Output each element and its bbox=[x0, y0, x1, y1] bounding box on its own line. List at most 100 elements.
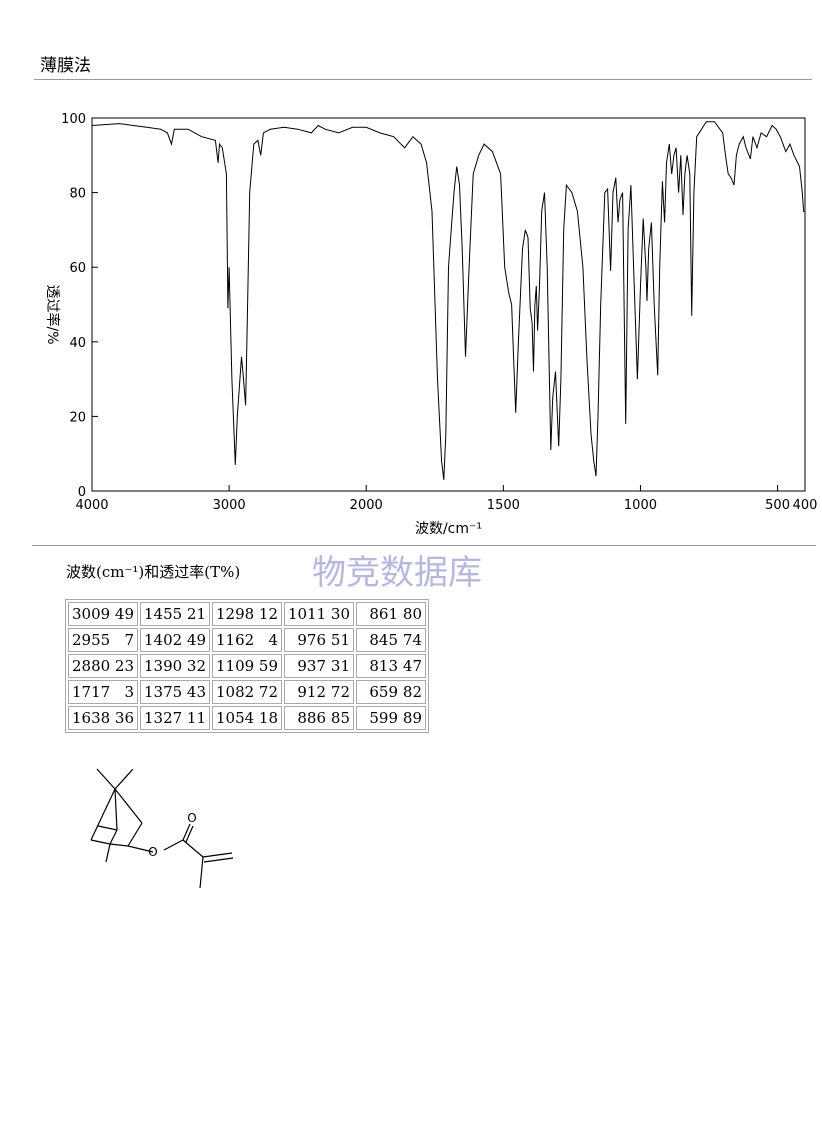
table-cell: 1082 72 bbox=[212, 680, 282, 704]
table-cell: 976 51 bbox=[284, 628, 354, 652]
table-cell: 1455 21 bbox=[140, 602, 210, 626]
table-row: 1717 3 1375 43 1082 72 912 72 659 82 bbox=[68, 680, 426, 704]
y-tick-label: 0 bbox=[78, 485, 86, 500]
structure: O O bbox=[90, 768, 234, 889]
wavenumber: 3009 bbox=[72, 605, 111, 623]
table-cell: 937 31 bbox=[284, 654, 354, 678]
table-cell: 1327 11 bbox=[140, 706, 210, 730]
transmittance: 31 bbox=[330, 657, 350, 675]
page-title: 薄膜法 bbox=[40, 56, 91, 76]
table-cell: 2880 23 bbox=[68, 654, 138, 678]
wavenumber: 912 bbox=[297, 683, 326, 701]
table-cell: 813 47 bbox=[356, 654, 426, 678]
rule bbox=[32, 545, 816, 546]
table-cell: 886 85 bbox=[284, 706, 354, 730]
transmittance: 32 bbox=[186, 657, 206, 675]
table-cell: 1298 12 bbox=[212, 602, 282, 626]
table-cell: 912 72 bbox=[284, 680, 354, 704]
transmittance: 82 bbox=[402, 683, 422, 701]
transmittance: 85 bbox=[330, 709, 350, 727]
table-cell: 659 82 bbox=[356, 680, 426, 704]
transmittance: 49 bbox=[186, 631, 206, 649]
x-tick-label: 2000 bbox=[350, 498, 383, 513]
plot-frame bbox=[91, 117, 806, 492]
table-cell: 845 74 bbox=[356, 628, 426, 652]
wavenumber: 1390 bbox=[144, 657, 183, 675]
atom-label: O bbox=[187, 811, 196, 825]
rule bbox=[34, 79, 812, 80]
transmittance: 21 bbox=[186, 605, 206, 623]
table-cell: 1390 32 bbox=[140, 654, 210, 678]
wavenumber: 813 bbox=[369, 657, 398, 675]
x-axis-label: 波数/cm⁻¹ bbox=[415, 521, 482, 537]
x-tick-label: 400 bbox=[793, 498, 818, 513]
wavenumber: 937 bbox=[297, 657, 326, 675]
wavenumber: 886 bbox=[297, 709, 326, 727]
table-cell: 1054 18 bbox=[212, 706, 282, 730]
transmittance: 51 bbox=[330, 631, 350, 649]
y-tick-label: 40 bbox=[69, 336, 86, 351]
table-row: 2955 7 1402 49 1162 4 976 51 845 74 bbox=[68, 628, 426, 652]
transmittance: 7 bbox=[124, 631, 134, 649]
table-row: 3009 49 1455 21 1298 12 1011 30 861 80 bbox=[68, 602, 426, 626]
spectrum-line bbox=[91, 121, 805, 480]
chart: 0 20 40 60 80 100 4000 3000 2000 1500 1000 500 400 波数… bbox=[44, 112, 818, 537]
wavenumber: 2955 bbox=[72, 631, 111, 649]
wavenumber: 845 bbox=[369, 631, 398, 649]
y-tick-label: 20 bbox=[69, 410, 86, 425]
wavenumber: 1298 bbox=[216, 605, 255, 623]
wavenumber: 1638 bbox=[72, 709, 111, 727]
wavenumber: 1082 bbox=[216, 683, 255, 701]
transmittance: 12 bbox=[258, 605, 278, 623]
transmittance: 3 bbox=[124, 683, 134, 701]
x-tick-label: 1000 bbox=[624, 498, 657, 513]
x-tick-label: 4000 bbox=[75, 498, 108, 513]
wavenumber: 1402 bbox=[144, 631, 183, 649]
transmittance: 11 bbox=[186, 709, 206, 727]
wavenumber: 659 bbox=[369, 683, 398, 701]
atom-label: O bbox=[148, 845, 157, 859]
wavenumber: 1327 bbox=[144, 709, 183, 727]
table-cell: 1109 59 bbox=[212, 654, 282, 678]
wavenumber: 1375 bbox=[144, 683, 183, 701]
transmittance: 72 bbox=[330, 683, 350, 701]
y-tick-label: 60 bbox=[69, 261, 86, 276]
transmittance: 89 bbox=[402, 709, 422, 727]
table-cell: 1162 4 bbox=[212, 628, 282, 652]
transmittance: 49 bbox=[114, 605, 134, 623]
wavenumber: 1054 bbox=[216, 709, 255, 727]
y-tick-label: 100 bbox=[61, 112, 86, 127]
wavenumber: 1162 bbox=[216, 631, 255, 649]
transmittance: 59 bbox=[258, 657, 278, 675]
table-row: 2880 23 1390 32 1109 59 937 31 813 47 bbox=[68, 654, 426, 678]
transmittance: 80 bbox=[402, 605, 422, 623]
x-tick-label: 3000 bbox=[213, 498, 246, 513]
transmittance: 23 bbox=[114, 657, 134, 675]
wavenumber: 1717 bbox=[72, 683, 111, 701]
transmittance: 47 bbox=[402, 657, 422, 675]
wavenumber: 1109 bbox=[216, 657, 255, 675]
table-cell: 1717 3 bbox=[68, 680, 138, 704]
transmittance: 74 bbox=[402, 631, 422, 649]
transmittance: 18 bbox=[258, 709, 278, 727]
y-tick-label: 80 bbox=[69, 187, 86, 202]
wavenumber: 976 bbox=[297, 631, 326, 649]
y-axis-label: 透过率/% bbox=[44, 284, 61, 344]
transmittance: 30 bbox=[330, 605, 350, 623]
transmittance: 43 bbox=[186, 683, 206, 701]
wavenumber: 1455 bbox=[144, 605, 183, 623]
table-cell: 1638 36 bbox=[68, 706, 138, 730]
wavenumber: 1011 bbox=[288, 605, 327, 623]
wavenumber: 861 bbox=[369, 605, 398, 623]
x-tick-label: 1500 bbox=[487, 498, 520, 513]
watermark: 物竞数据库 bbox=[312, 553, 482, 593]
table-caption: 波数(cm⁻¹)和透过率(T%) bbox=[66, 563, 241, 581]
x-tick-label: 500 bbox=[765, 498, 790, 513]
transmittance: 72 bbox=[258, 683, 278, 701]
table-cell: 2955 7 bbox=[68, 628, 138, 652]
table-row: 1638 36 1327 11 1054 18 886 85 599 89 bbox=[68, 706, 426, 730]
table-cell: 1402 49 bbox=[140, 628, 210, 652]
wavenumber: 2880 bbox=[72, 657, 111, 675]
table-cell: 1375 43 bbox=[140, 680, 210, 704]
